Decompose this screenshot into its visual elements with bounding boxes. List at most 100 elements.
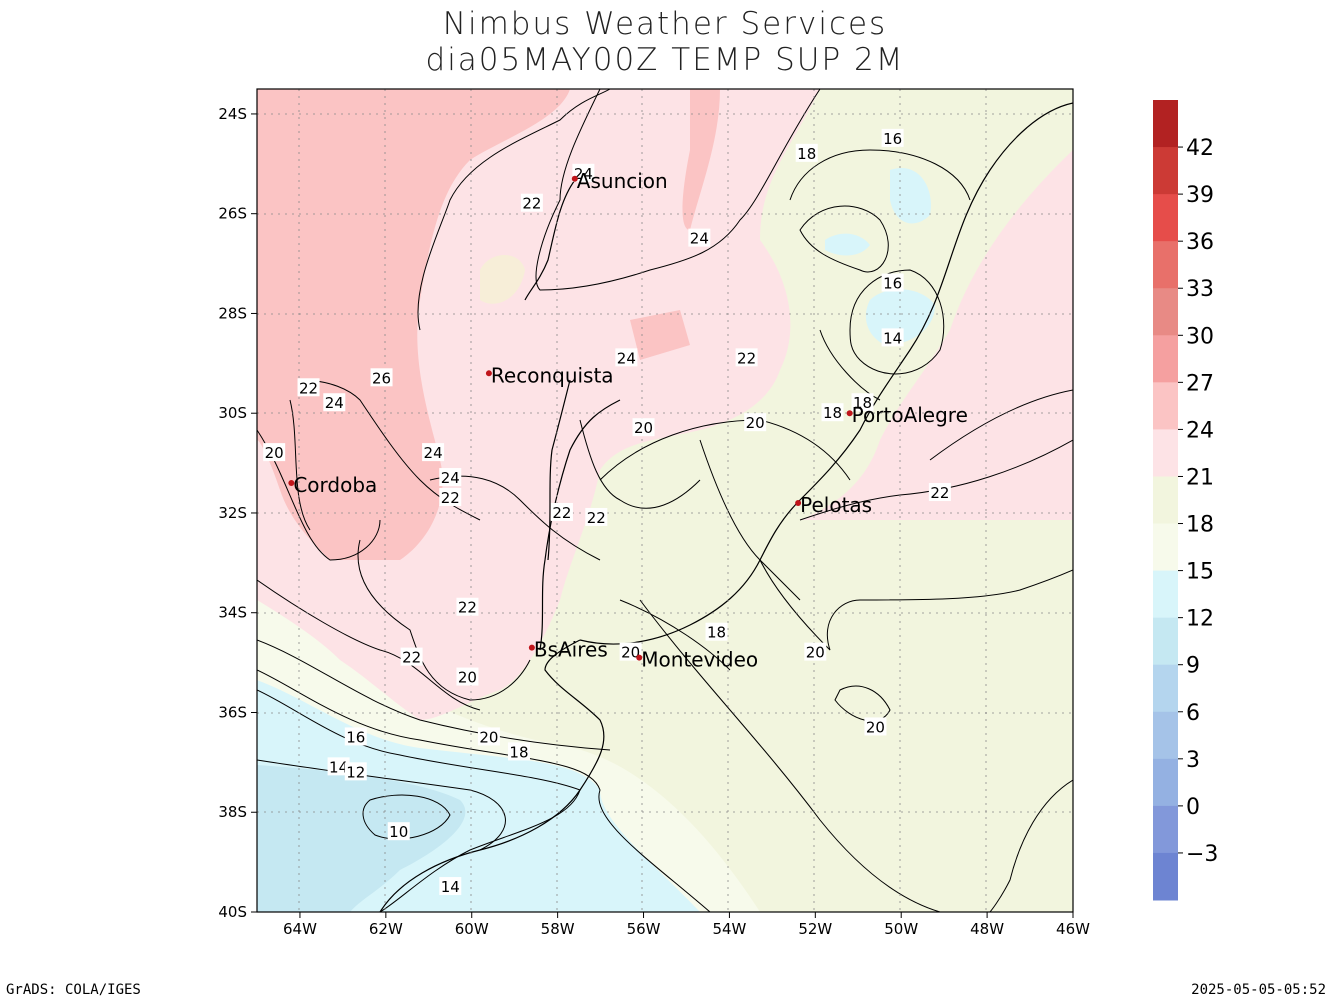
contour-label-bg [507,742,530,761]
colorbar-swatch [1153,711,1178,760]
city-label: Reconquista [491,363,614,387]
map-title: Nimbus Weather Services [442,6,888,42]
contour-label-bg [619,642,642,661]
city-marker [485,370,492,377]
contour-label: 24 [574,165,593,183]
lat-tick-label: 26S [218,205,247,223]
colorbar-swatch [1153,664,1178,713]
contour-label: 20 [634,419,653,437]
colorbar-label: 12 [1186,607,1214,632]
colorbar-label: 15 [1186,560,1214,585]
lat-tick-label: 28S [218,304,247,322]
lat-tick-label: 40S [218,903,247,921]
colorbar-swatch [1153,852,1178,901]
city-marker [288,480,295,487]
contour-label-bg [550,502,573,521]
contour-label: 22 [458,599,477,617]
city-marker [636,654,643,661]
contour-label-bg [615,348,638,367]
contour-label-bg [688,228,711,247]
contour-label: 16 [883,275,902,293]
colorbar-swatch [1153,288,1178,336]
lon-tick-label: 60W [455,920,489,938]
contour-label-bg [477,727,500,746]
contour-label-bg [297,378,320,397]
latitude-axis: 24S 26S 28S 30S 32S 34S 36S 38S 40S [218,105,257,921]
contour-label-bg [632,418,655,437]
contour-label: 20 [621,644,640,662]
lon-tick-label: 56W [627,920,661,938]
lon-tick-label: 64W [283,920,317,938]
contour-label-bg [928,483,951,502]
colorbar-label: 33 [1186,277,1214,302]
lon-tick-label: 54W [712,920,746,938]
colorbar-label: 9 [1186,654,1200,679]
colorbar-swatch [1153,100,1178,148]
lon-tick-label: 50W [884,920,918,938]
field-24-27 [257,89,570,560]
city-label: Montevideo [641,648,758,672]
contour-label: 12 [346,763,365,781]
lon-tick-label: 48W [970,920,1004,938]
coastline [379,102,1073,912]
contour-label-bg [735,348,758,367]
contour-label: 10 [389,823,408,841]
contour-label-bg [456,667,479,686]
field-9-12 [257,765,466,912]
contour-label: 18 [823,404,842,422]
contour-label-bg [344,727,367,746]
contour-label: 16 [346,728,365,746]
colorbar-label: 30 [1186,324,1214,349]
contour-label-bg [585,507,608,526]
colorbar-swatch [1153,335,1178,383]
city-label: BsAires [534,638,608,662]
contour-label-bg [422,443,445,462]
city-marker [528,644,535,651]
graticule [257,89,1073,912]
field-warm-patch [480,255,525,304]
contour-label-bg [520,193,543,212]
colorbar-label: 6 [1186,701,1200,726]
contour-label: 22 [587,509,606,527]
contour-label-bg [821,403,844,422]
contour-label: 22 [737,349,756,367]
colorbar-label: −3 [1186,842,1218,867]
contour-label: 22 [522,195,541,213]
contour-label: 16 [883,130,902,148]
city-label: PortoAlegre [852,403,968,427]
contour-label: 20 [866,718,885,736]
contour-label: 24 [690,230,709,248]
colorbar-label: 21 [1186,465,1214,490]
contour-label: 14 [441,878,460,896]
contour-label-bg [439,468,462,487]
contour-label-bg [327,757,350,776]
contour-label-bg [572,163,595,182]
contour-label-bg [744,413,767,432]
contour-label: 18 [509,743,528,761]
contour-label: 20 [265,444,284,462]
colorbar-label: 3 [1186,748,1200,773]
contour-label: 22 [930,484,949,502]
contour-label: 22 [441,489,460,507]
contour-label-bg [705,622,728,641]
contour-label-bg [881,128,904,147]
city-marker [795,499,802,506]
colorbar-swatch [1153,617,1178,666]
colorbar-label: 24 [1186,418,1214,443]
map-subtitle: dia05MAY00Z TEMP SUP 2M [425,42,905,78]
contour-label-bg [881,273,904,292]
contour-label: 18 [707,624,726,642]
plot-frame [256,88,1074,913]
cities: Asuncion Reconquista Cordoba PortoAlegre Pel… [288,169,968,672]
footer-credit: GrADS: COLA/IGES [6,982,141,998]
shaded-fields: 24 22 24 18 16 16 14 24 22 26 22 24 18 18 20 20 20 24 24 22… [257,89,1073,912]
contour-label-bg [456,597,479,616]
contour-label: 22 [402,649,421,667]
contour-labels: 24 22 24 18 16 16 14 24 22 26 22 24 18 18 20 20 20 24 24 22… [263,128,951,896]
contour-label-bg [439,877,462,896]
contour-label: 24 [617,349,636,367]
colorbar-label: 42 [1186,136,1214,161]
contour-label-bg [370,368,393,387]
